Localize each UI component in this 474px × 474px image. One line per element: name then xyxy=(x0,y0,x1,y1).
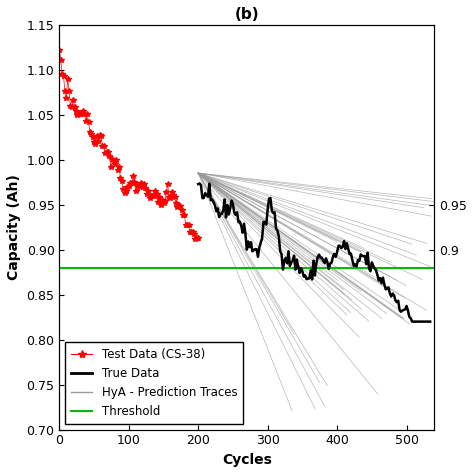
True Data xyxy=(238,223,244,229)
Line: True Data: True Data xyxy=(198,183,430,321)
X-axis label: Cycles: Cycles xyxy=(222,453,272,467)
True Data xyxy=(276,233,282,239)
Test Data (CS-38) xyxy=(154,191,159,197)
Y-axis label: Capacity (Ah): Capacity (Ah) xyxy=(7,174,21,280)
True Data xyxy=(195,181,201,187)
True Data xyxy=(409,319,415,324)
True Data xyxy=(264,222,269,228)
Legend: Test Data (CS-38), True Data, HyA - Prediction Traces, Threshold: Test Data (CS-38), True Data, HyA - Pred… xyxy=(65,342,243,424)
Test Data (CS-38) xyxy=(161,200,166,206)
Test Data (CS-38) xyxy=(91,139,97,145)
Test Data (CS-38) xyxy=(195,236,201,241)
Test Data (CS-38) xyxy=(192,237,198,242)
Test Data (CS-38) xyxy=(140,182,146,188)
Test Data (CS-38) xyxy=(66,88,72,94)
Line: Test Data (CS-38): Test Data (CS-38) xyxy=(56,47,201,242)
Test Data (CS-38) xyxy=(56,47,62,53)
True Data xyxy=(427,319,433,324)
Threshold xyxy=(57,265,63,271)
Title: (b): (b) xyxy=(235,7,259,22)
Test Data (CS-38) xyxy=(120,186,126,192)
True Data xyxy=(197,181,202,186)
True Data xyxy=(333,254,338,260)
Threshold xyxy=(56,265,62,271)
True Data xyxy=(382,282,387,287)
True Data xyxy=(328,260,334,265)
